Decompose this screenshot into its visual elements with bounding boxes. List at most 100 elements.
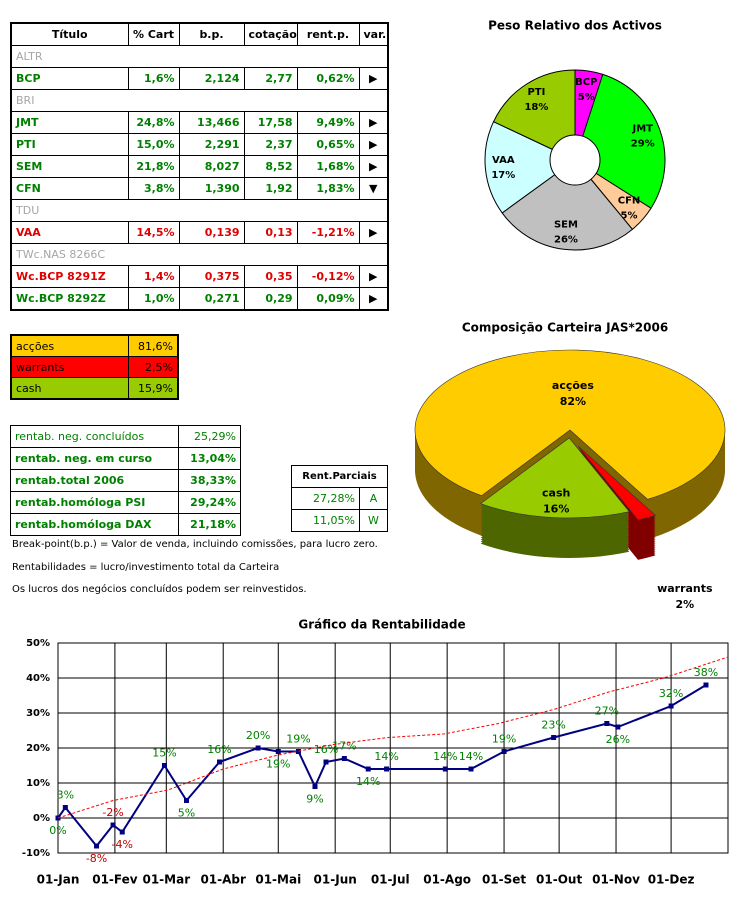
table-cell: 24,8% bbox=[127, 111, 180, 134]
table-cell: warrants bbox=[10, 356, 129, 378]
header-cell: Rent.Parciais bbox=[291, 465, 388, 488]
x-tick-label: 01-Jul bbox=[371, 873, 410, 887]
data-point bbox=[110, 822, 116, 828]
table-row: BCP 1,6% 2,124 2,77 0,62% ▶ bbox=[10, 67, 389, 90]
header-cell: rent.p. bbox=[296, 22, 360, 46]
table-cell: 29,24% bbox=[178, 491, 241, 514]
table-cell: rentab. neg. concluídos bbox=[10, 425, 179, 448]
table-cell: ▶ bbox=[358, 265, 389, 288]
slice-label: CFN bbox=[618, 196, 641, 207]
slice-label: cash bbox=[542, 487, 570, 500]
header-cell: Título bbox=[10, 22, 129, 46]
table-cell: 27,28% bbox=[291, 487, 360, 510]
y-tick-label: 30% bbox=[26, 708, 50, 719]
data-point bbox=[161, 763, 167, 768]
table-cell: 1,68% bbox=[296, 155, 360, 178]
y-tick-label: 10% bbox=[26, 778, 50, 789]
chart-title: Gráfico da Rentabilidade bbox=[298, 618, 465, 632]
data-point bbox=[668, 703, 674, 709]
donut-hole bbox=[549, 134, 601, 186]
table-cell: JMT bbox=[10, 111, 129, 134]
chart-title: Peso Relativo dos Activos bbox=[488, 19, 662, 33]
table-cell: 9,49% bbox=[296, 111, 360, 134]
table-cell: 1,6% bbox=[127, 67, 180, 90]
table-row: acções 81,6% bbox=[10, 334, 179, 357]
slice-label: BCP bbox=[575, 77, 597, 88]
table-cell: ▶ bbox=[358, 155, 389, 178]
table-cell: BRI bbox=[10, 89, 389, 112]
data-point bbox=[384, 766, 390, 772]
table-cell: 15,0% bbox=[127, 133, 180, 156]
data-point bbox=[442, 766, 448, 772]
table-cell: 0,65% bbox=[296, 133, 360, 156]
table-cell: A bbox=[359, 487, 388, 510]
pie-slice bbox=[577, 445, 657, 521]
table-cell: -1,21% bbox=[296, 221, 360, 244]
slice-label: SEM bbox=[554, 219, 578, 230]
table-row: rentab.homóloga PSI 29,24% bbox=[10, 491, 241, 514]
data-point bbox=[62, 805, 68, 810]
table-cell: W bbox=[359, 509, 388, 532]
table-cell: 8,027 bbox=[178, 155, 245, 178]
table-row: VAA 14,5% 0,139 0,13 -1,21% ▶ bbox=[10, 221, 389, 244]
table-cell: 1,83% bbox=[296, 177, 360, 200]
data-label: 20% bbox=[246, 729, 270, 742]
pie-slice bbox=[484, 121, 576, 214]
table-row: 11,05% W bbox=[291, 509, 388, 532]
table-row: Wc.BCP 8292Z 1,0% 0,271 0,29 0,09% ▶ bbox=[10, 287, 389, 311]
data-label: 19% bbox=[266, 758, 290, 771]
slice-value-label: 17% bbox=[491, 170, 515, 181]
pie-slice bbox=[492, 69, 576, 161]
table-row: Wc.BCP 8291Z 1,4% 0,375 0,35 -0,12% ▶ bbox=[10, 265, 389, 288]
table-row: ALTR bbox=[10, 45, 389, 68]
table-cell: 0,375 bbox=[178, 265, 245, 288]
data-label: 14% bbox=[356, 775, 380, 788]
data-point bbox=[312, 784, 318, 789]
header-cell: % Cart bbox=[127, 22, 180, 46]
slice-value-label: 2% bbox=[675, 598, 694, 611]
table-cell: ▶ bbox=[358, 67, 389, 90]
data-label: 14% bbox=[374, 750, 398, 763]
data-point bbox=[217, 759, 223, 765]
table-row: warrants 2,5% bbox=[10, 356, 179, 378]
data-label: 15% bbox=[152, 747, 176, 760]
header-cell: cotação bbox=[243, 22, 298, 46]
data-label: 38% bbox=[694, 666, 718, 679]
table-cell: rentab. neg. em curso bbox=[10, 447, 179, 470]
table-cell: 8,52 bbox=[243, 155, 298, 178]
table-cell: rentab.homóloga DAX bbox=[10, 513, 179, 536]
data-point bbox=[119, 829, 125, 835]
table-cell: 17,58 bbox=[243, 111, 298, 134]
table-cell: 0,13 bbox=[243, 221, 298, 244]
table-cell: -0,12% bbox=[296, 265, 360, 288]
table-cell: 0,139 bbox=[178, 221, 245, 244]
partial-returns-table: Rent.Parciais 27,28% A 11,05% W bbox=[291, 465, 388, 532]
table-row: CFN 3,8% 1,390 1,92 1,83% ▼ bbox=[10, 177, 389, 200]
slice-value-label: 82% bbox=[560, 395, 586, 408]
y-tick-label: -10% bbox=[22, 848, 50, 859]
x-tick-label: 01-Mar bbox=[142, 873, 190, 887]
table-cell: 0,271 bbox=[178, 287, 245, 311]
table-row: rentab.homóloga DAX 21,18% bbox=[10, 513, 241, 536]
data-point bbox=[501, 749, 507, 754]
data-point bbox=[255, 745, 261, 751]
table-cell: 1,390 bbox=[178, 177, 245, 200]
table-row: rentab. neg. concluídos 25,29% bbox=[10, 425, 241, 448]
slice-value-label: 18% bbox=[524, 102, 548, 113]
data-label: 27% bbox=[595, 705, 619, 718]
data-point bbox=[604, 721, 610, 726]
data-label: 32% bbox=[659, 687, 683, 700]
x-tick-label: 01-Jun bbox=[314, 873, 357, 887]
x-tick-label: 01-Nov bbox=[592, 873, 640, 887]
returns-table: rentab. neg. concluídos 25,29% rentab. neg… bbox=[10, 425, 241, 536]
data-point bbox=[703, 682, 709, 688]
table-cell: 21,18% bbox=[178, 513, 241, 536]
data-point bbox=[183, 798, 189, 803]
table-cell: TDU bbox=[10, 199, 389, 222]
table-cell: 1,4% bbox=[127, 265, 180, 288]
slice-value-label: 5% bbox=[578, 92, 595, 103]
data-point bbox=[468, 766, 474, 772]
data-label: 14% bbox=[459, 750, 483, 763]
table-cell: BCP bbox=[10, 67, 129, 90]
